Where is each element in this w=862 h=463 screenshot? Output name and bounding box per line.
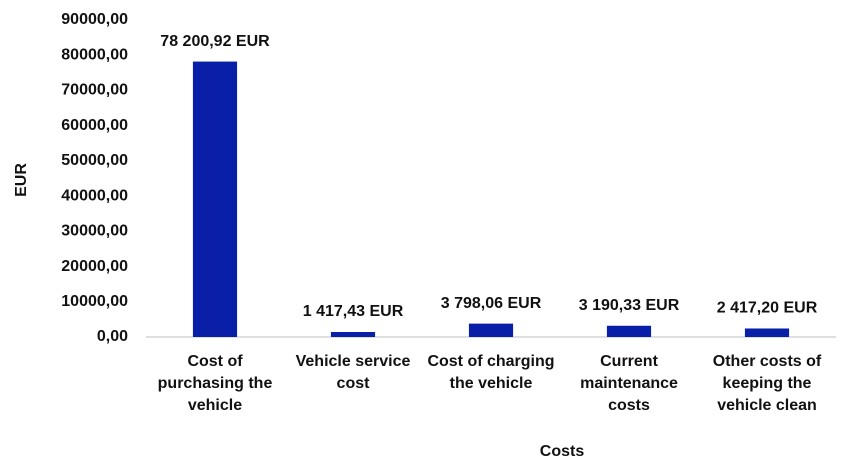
y-tick-label: 60000,00 <box>61 117 128 134</box>
x-tick-label: Cost of charging the vehicle <box>427 353 555 392</box>
y-axis-label: EUR <box>13 163 30 197</box>
y-tick-label: 70000,00 <box>61 82 128 99</box>
x-tick-label: Current maintenance costs <box>580 353 678 414</box>
bar <box>192 61 238 337</box>
y-tick-label: 50000,00 <box>61 152 128 169</box>
bar <box>606 325 652 337</box>
value-label: 2 417,20 EUR <box>717 300 818 317</box>
value-label: 1 417,43 EUR <box>303 303 404 320</box>
y-tick-label: 40000,00 <box>61 187 128 204</box>
y-tick-label: 10000,00 <box>61 293 128 310</box>
x-tick-label: Cost of purchasing the vehicle <box>157 353 273 414</box>
y-tick-label: 0,00 <box>97 328 128 345</box>
y-tick-label: 30000,00 <box>61 223 128 240</box>
value-label: 3 798,06 EUR <box>441 295 542 312</box>
x-axis-label: Costs <box>540 443 585 460</box>
y-tick-label: 80000,00 <box>61 46 128 63</box>
value-label: 78 200,92 EUR <box>160 33 270 50</box>
x-tick-label: Other costs of keeping the vehicle clean <box>712 353 822 414</box>
bar <box>330 332 376 337</box>
x-tick-label: Vehicle service cost <box>295 353 411 392</box>
bar <box>468 323 514 337</box>
value-label: 3 190,33 EUR <box>579 297 680 314</box>
y-tick-label: 90000,00 <box>61 11 128 28</box>
y-tick-label: 20000,00 <box>61 258 128 275</box>
bar <box>744 328 790 337</box>
